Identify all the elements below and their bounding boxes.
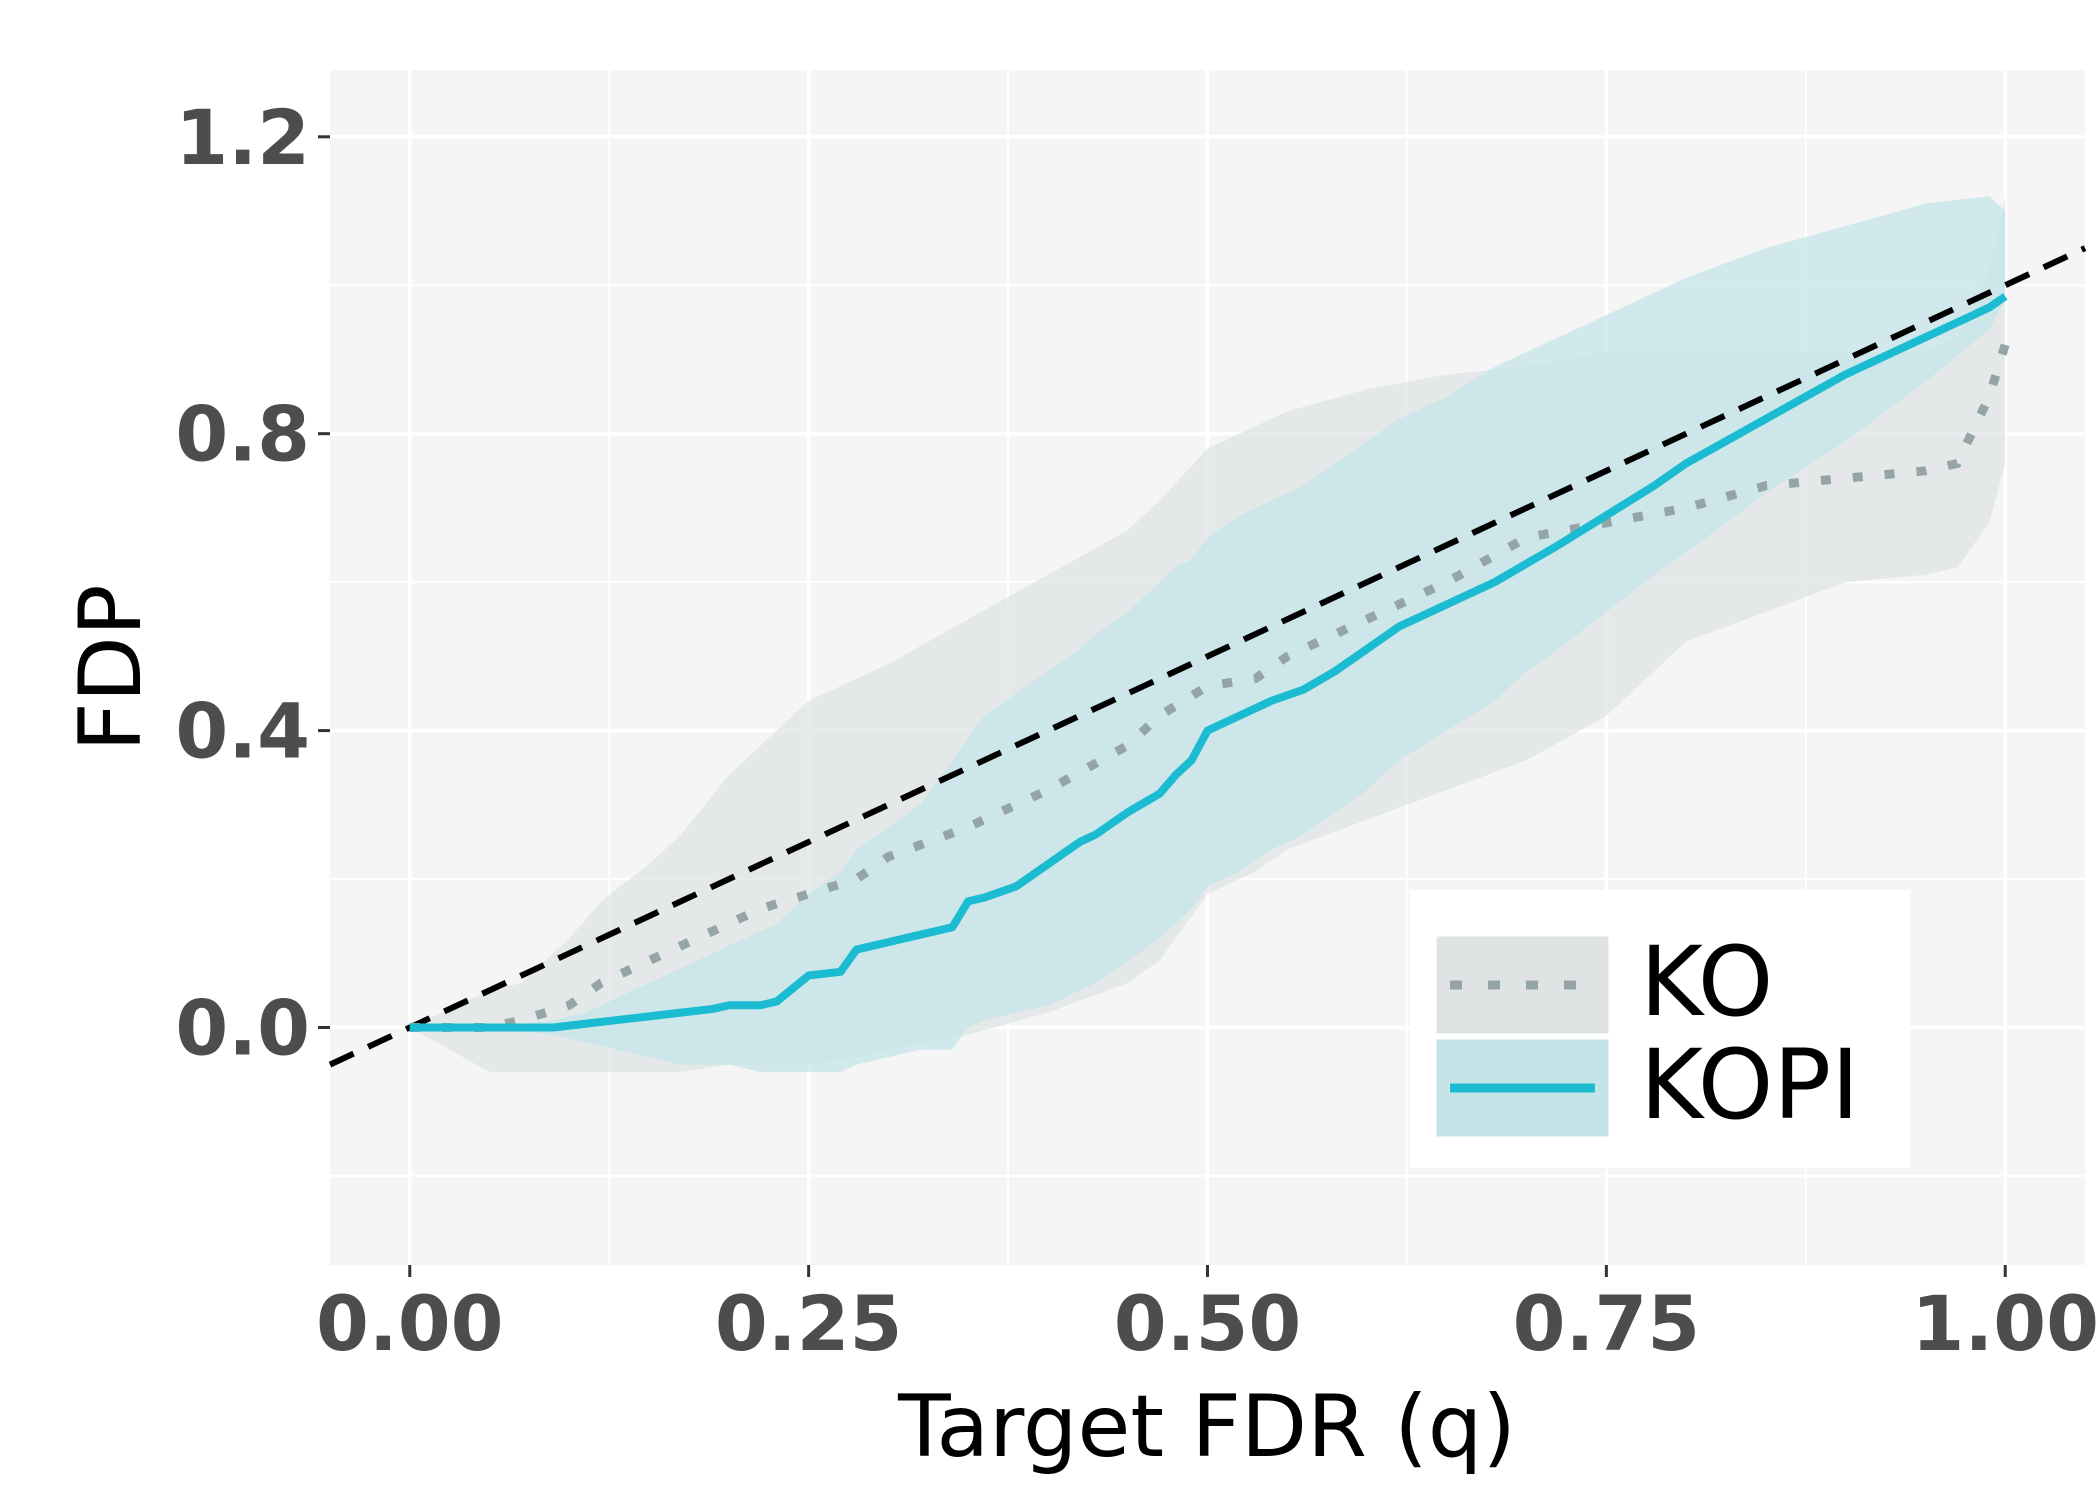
x-tick-label: 0.00 [316,1279,504,1368]
series-lines [409,293,2010,1032]
line-ko [409,343,2010,1032]
legend-label-kopi: KOPI [1640,1029,1859,1141]
legend-label-ko: KO [1640,926,1773,1038]
y-axis-ticks: 0.0 0.4 0.8 1.2 [175,93,330,1072]
y-tick-label: 0.4 [175,687,310,776]
line-kopi [409,293,2008,1032]
y-tick-label: 0.8 [175,390,310,479]
y-axis-title: FDP [61,584,161,752]
x-axis-title: Target FDR (q) [897,1377,1516,1477]
x-tick-label: 0.50 [1114,1279,1302,1368]
x-tick-label: 0.25 [715,1279,903,1368]
y-tick-label: 1.2 [175,93,310,182]
confidence-bands [409,196,2006,1073]
y-tick-label: 0.0 [175,983,310,1072]
legend-key-ko [1433,933,1612,1037]
x-tick-label: 0.75 [1513,1279,1701,1368]
reference-line-group [328,245,2087,1068]
reference-line [328,245,2087,1068]
x-axis-ticks: 0.00 0.25 0.50 0.75 1.00 [316,1265,2099,1368]
x-tick-label: 1.00 [1911,1279,2099,1368]
band-kopi [409,196,2006,1073]
